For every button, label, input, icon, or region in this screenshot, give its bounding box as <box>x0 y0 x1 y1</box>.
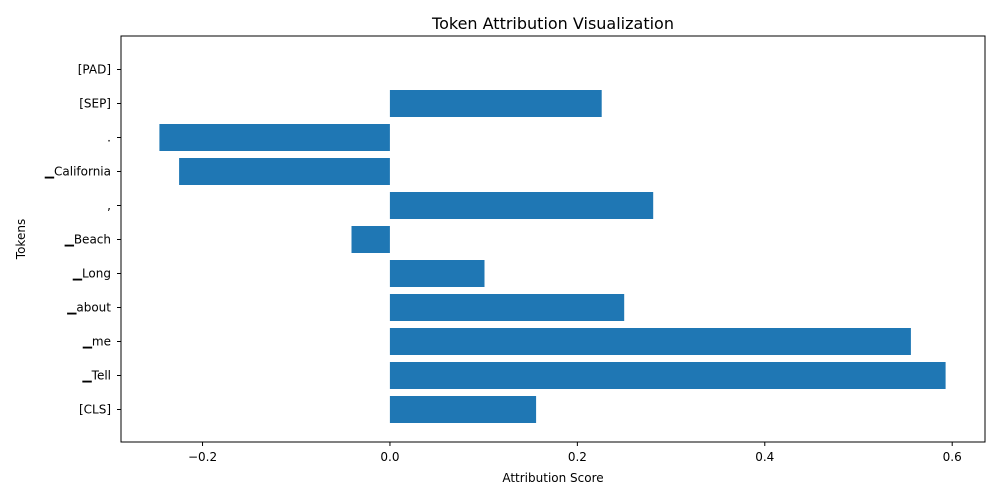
bar <box>351 226 390 253</box>
y-tick-label: ▁Beach <box>64 233 111 247</box>
x-tick-label: −0.2 <box>188 450 217 464</box>
y-tick-label: ▁about <box>66 301 111 315</box>
chart-title: Token Attribution Visualization <box>431 14 674 33</box>
x-axis-label: Attribution Score <box>502 471 603 485</box>
bar <box>389 192 654 219</box>
x-tick-label: 0.6 <box>943 450 962 464</box>
y-tick-label: [CLS] <box>79 403 111 417</box>
y-tick-label: ▁me <box>82 335 111 349</box>
bar <box>389 90 602 117</box>
bar <box>389 328 911 355</box>
y-tick-label: ▁California <box>44 165 111 179</box>
x-tick-label: 0.4 <box>755 450 774 464</box>
bar <box>159 124 390 151</box>
x-tick-label: 0.2 <box>568 450 587 464</box>
bar <box>389 260 485 287</box>
y-axis-label: Tokens <box>14 219 28 260</box>
bar <box>389 294 625 321</box>
y-axis-ticks: [CLS] ▁Tell ▁me ▁about ▁Long ▁Beach, ▁Californ… <box>44 63 121 417</box>
y-tick-label: ▁Tell <box>81 369 111 383</box>
x-axis-ticks: −0.2 0.0 0.2 0.4 0.6 <box>188 442 962 464</box>
y-tick-label: , <box>107 199 111 213</box>
y-tick-label: ▁Long <box>72 267 111 281</box>
y-tick-label: [PAD] <box>78 63 111 77</box>
bar <box>389 362 946 389</box>
y-tick-label: . <box>107 131 111 145</box>
bars-group <box>159 90 946 423</box>
bar <box>389 396 537 423</box>
bar <box>179 158 390 185</box>
x-tick-label: 0.0 <box>380 450 399 464</box>
y-tick-label: [SEP] <box>79 97 111 111</box>
